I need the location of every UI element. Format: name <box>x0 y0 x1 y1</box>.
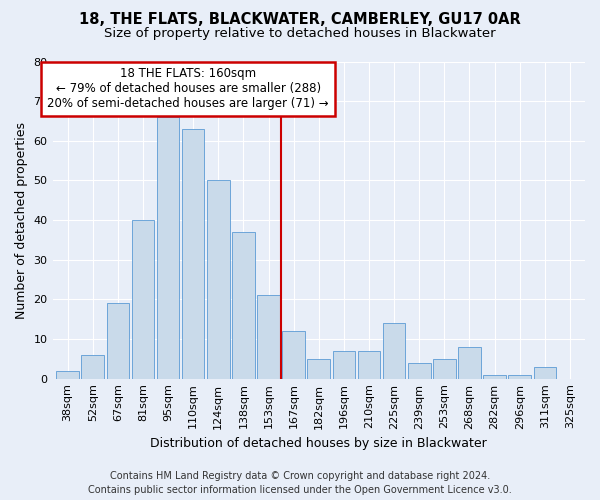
Bar <box>307 359 330 378</box>
Bar <box>483 374 506 378</box>
Bar <box>383 323 406 378</box>
Text: Contains HM Land Registry data © Crown copyright and database right 2024.
Contai: Contains HM Land Registry data © Crown c… <box>88 471 512 495</box>
Bar <box>458 347 481 378</box>
Bar <box>257 296 280 378</box>
Bar <box>232 232 255 378</box>
Bar <box>82 355 104 378</box>
Bar <box>283 331 305 378</box>
Text: 18 THE FLATS: 160sqm
← 79% of detached houses are smaller (288)
20% of semi-deta: 18 THE FLATS: 160sqm ← 79% of detached h… <box>47 68 329 110</box>
Text: 18, THE FLATS, BLACKWATER, CAMBERLEY, GU17 0AR: 18, THE FLATS, BLACKWATER, CAMBERLEY, GU… <box>79 12 521 28</box>
Y-axis label: Number of detached properties: Number of detached properties <box>15 122 28 318</box>
Bar <box>433 359 455 378</box>
Text: Size of property relative to detached houses in Blackwater: Size of property relative to detached ho… <box>104 28 496 40</box>
Bar <box>207 180 230 378</box>
Bar <box>131 220 154 378</box>
Bar <box>358 351 380 378</box>
Bar <box>157 117 179 378</box>
Bar <box>107 304 129 378</box>
Bar <box>332 351 355 378</box>
Bar <box>408 363 431 378</box>
Bar <box>182 129 205 378</box>
X-axis label: Distribution of detached houses by size in Blackwater: Distribution of detached houses by size … <box>151 437 487 450</box>
Bar <box>508 374 531 378</box>
Bar <box>533 367 556 378</box>
Bar <box>56 371 79 378</box>
